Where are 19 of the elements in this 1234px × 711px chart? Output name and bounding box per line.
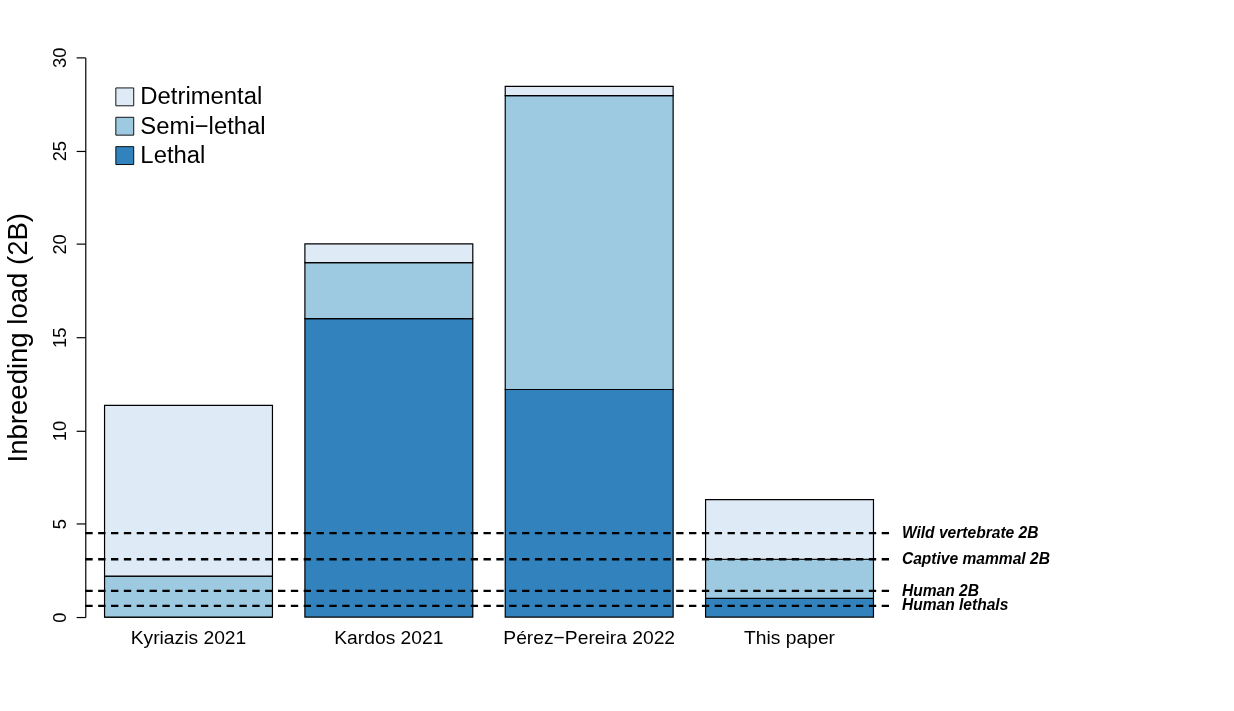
ref-line-label: Human 2B <box>901 581 979 599</box>
ref-line-label: Wild vertebrate 2B <box>901 523 1039 541</box>
legend-label: Detrimental <box>140 82 263 110</box>
ref-line-label: Human lethals <box>901 596 1009 614</box>
legend-label: Semi−lethal <box>140 111 266 139</box>
x-tick-label: This paper <box>744 627 836 649</box>
x-tick-label: Kyriazis 2021 <box>130 627 247 649</box>
y-tick-label: 20 <box>48 234 70 255</box>
y-tick-label: 10 <box>48 420 70 442</box>
legend-label: Lethal <box>140 140 206 168</box>
y-tick-label: 30 <box>48 47 70 69</box>
y-tick-label: 5 <box>48 519 70 530</box>
x-tick-label: Pérez−Pereira 2022 <box>503 627 676 649</box>
ref-line-label: Captive mammal 2B <box>901 549 1050 567</box>
y-tick-label: 0 <box>48 612 70 623</box>
y-tick-label: 15 <box>48 327 70 348</box>
y-axis-title: Inbreeding load (2B) <box>2 213 34 463</box>
x-tick-label: Kardos 2021 <box>334 627 444 649</box>
y-tick-label: 25 <box>48 140 70 162</box>
